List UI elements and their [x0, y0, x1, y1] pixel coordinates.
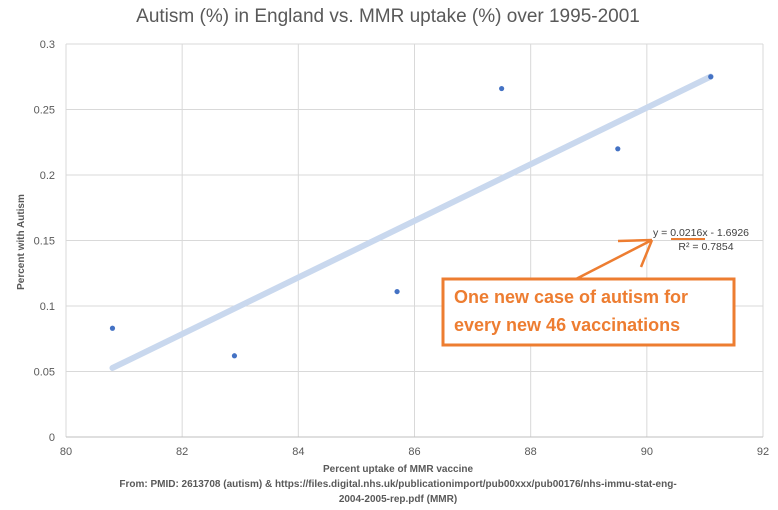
y-tick-label: 0.15: [34, 236, 55, 248]
x-tick-label: 82: [176, 446, 188, 458]
data-point: [231, 353, 238, 359]
x-tick-label: 88: [525, 446, 537, 458]
annotation-line-1: One new case of autism for: [454, 287, 688, 307]
x-tick-labels: 80 82 84 86 88 90 92: [60, 446, 769, 458]
y-axis-title: Percent with Autism: [16, 194, 27, 290]
annotation-box: [441, 277, 736, 347]
data-point: [708, 74, 714, 80]
annotation-line-2: every new 46 vaccinations: [454, 315, 680, 335]
x-tick-label: 92: [757, 446, 769, 458]
y-tick-label: 0.2: [40, 170, 55, 182]
trendline-equation: y = 0.0216x - 1.6926: [653, 227, 749, 239]
x-axis-title: Percent uptake of MMR vaccine: [323, 464, 473, 475]
source-line-1: From: PMID: 2613708 (autism) & https://f…: [119, 479, 676, 490]
x-tick-label: 80: [60, 446, 72, 458]
y-tick-labels: 0 0.05 0.1 0.15 0.2 0.25 0.3: [34, 39, 55, 444]
x-tick-label: 86: [408, 446, 420, 458]
callout-arrow-head-side: [639, 239, 654, 268]
data-point: [109, 325, 116, 331]
chart-title: Autism (%) in England vs. MMR uptake (%)…: [136, 6, 640, 27]
data-point: [499, 85, 505, 92]
y-tick-label: 0.1: [40, 301, 55, 313]
y-tick-label: 0.3: [40, 39, 55, 51]
source-line-2: 2004-2005-rep.pdf (MMR): [339, 494, 457, 505]
trendline-r2: R² = 0.7854: [678, 241, 733, 253]
callout-arrow-shaft: [575, 239, 651, 281]
y-tick-label: 0.05: [34, 367, 55, 379]
data-point: [394, 288, 400, 295]
y-tick-label: 0.25: [34, 105, 55, 117]
callout-arrow-head-top: [617, 238, 653, 243]
x-tick-label: 84: [292, 446, 304, 458]
data-points: [109, 74, 714, 359]
x-tick-label: 90: [641, 446, 653, 458]
data-point: [615, 146, 621, 152]
y-tick-label: 0: [49, 432, 55, 444]
trendline: [109, 73, 714, 371]
